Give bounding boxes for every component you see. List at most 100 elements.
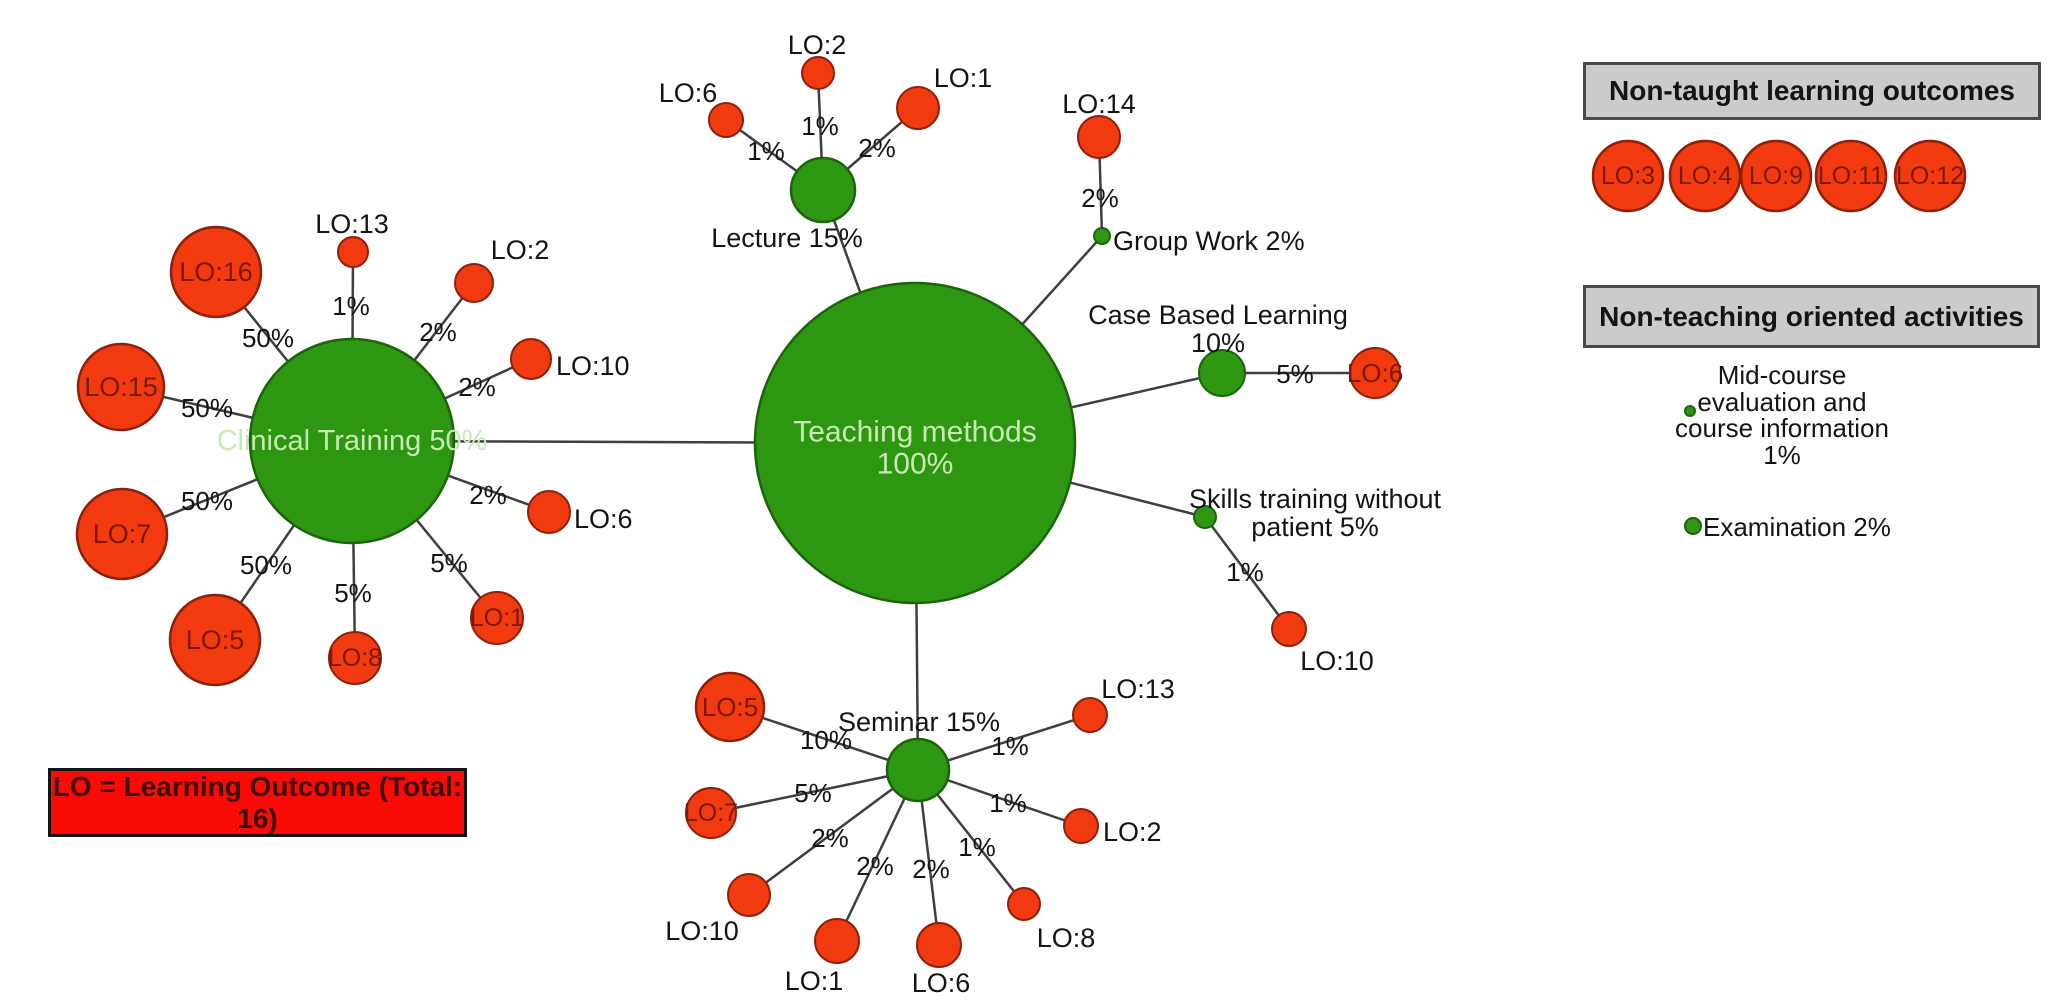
edge-label-lecture-lec-lo2: 1%	[801, 111, 839, 141]
edge-label-lecture-lec-lo1: 2%	[858, 133, 896, 163]
node-leg-lo11	[1814, 139, 1888, 213]
node-lec-lo6	[708, 102, 744, 138]
node-cl-lo2	[454, 263, 494, 303]
label-midcourse-3: 1%	[1763, 440, 1801, 470]
edge-label-groupwork-gw-lo14: 2%	[1081, 183, 1119, 213]
node-leg-lo3	[1591, 139, 1665, 213]
edge-label-clinical-cl-lo8: 5%	[334, 578, 372, 608]
node-leg-lo12	[1893, 139, 1967, 213]
label-sem-lo1-0: LO:1	[785, 966, 844, 996]
edge-label-clinical-cl-lo5: 50%	[240, 550, 292, 580]
lo-abbreviation-note: LO = Learning Outcome (Total: 16)	[48, 768, 467, 837]
edge-seminar-sem-lo7	[710, 768, 919, 815]
label-midcourse-2: course information	[1675, 413, 1889, 443]
node-cbl-lo6	[1349, 347, 1401, 399]
edge-seminar-sem-lo10	[748, 768, 919, 897]
label-teaching-1: 100%	[877, 448, 954, 481]
node-sem-lo1	[814, 918, 860, 964]
node-teaching	[753, 281, 1077, 605]
node-cl-lo1	[470, 591, 524, 645]
node-sk-lo10	[1271, 611, 1307, 647]
label-lec-lo2-0: LO:2	[788, 30, 847, 60]
edge-label-seminar-sem-lo1: 2%	[856, 851, 894, 881]
label-sem-lo10-0: LO:10	[665, 916, 739, 946]
label-cl-lo15-0: LO:15	[84, 372, 158, 402]
edge-label-clinical-cl-lo7: 50%	[181, 486, 233, 516]
edge-label-clinical-cl-lo6: 2%	[469, 480, 507, 510]
node-sem-lo13	[1072, 697, 1108, 733]
edge-label-cbl-cbl-lo6: 5%	[1276, 359, 1314, 389]
edge-label-clinical-cl-lo1: 5%	[430, 548, 468, 578]
edge-label-seminar-sem-lo6: 2%	[912, 854, 950, 884]
label-cl-lo16-0: LO:16	[179, 257, 253, 287]
node-cl-lo16	[169, 225, 263, 319]
label-sem-lo2-0: LO:2	[1103, 817, 1162, 847]
label-teaching-0: Teaching methods	[793, 416, 1037, 449]
label-leg-lo9-0: LO:9	[1749, 162, 1803, 190]
label-seminar-0: Seminar 15%	[838, 707, 1000, 737]
node-groupwork	[1093, 227, 1111, 245]
edge-skills-sk-lo10	[1204, 516, 1290, 630]
edge-label-clinical-cl-lo10: 2%	[458, 372, 496, 402]
node-cl-lo6	[527, 490, 571, 534]
edge-label-lecture-lec-lo6: 1%	[747, 136, 785, 166]
node-cl-lo10	[510, 338, 552, 380]
label-sem-lo5-0: LO:5	[702, 692, 758, 722]
label-skills-0: Skills training without	[1189, 484, 1442, 514]
label-lec-lo6-0: LO:6	[659, 78, 718, 108]
label-sk-lo10-0: LO:10	[1300, 646, 1374, 676]
label-cl-lo1-0: LO:1	[470, 604, 524, 632]
label-cl-lo5-0: LO:5	[186, 625, 245, 655]
node-clinical	[248, 337, 456, 545]
node-lecture	[789, 156, 857, 224]
node-sem-lo2	[1063, 808, 1099, 844]
edge-label-clinical-cl-lo2: 2%	[419, 317, 457, 347]
node-gw-lo14	[1077, 115, 1121, 159]
label-cl-lo13-0: LO:13	[315, 209, 389, 239]
label-cl-lo2-0: LO:2	[491, 235, 550, 265]
label-clinical-0: Clinical Training 50%	[217, 425, 488, 457]
label-lec-lo1-0: LO:1	[934, 63, 993, 93]
node-cl-lo5	[168, 593, 262, 687]
edge-label-seminar-sem-lo5: 10%	[800, 725, 852, 755]
node-lec-lo1	[896, 86, 940, 130]
edge-label-seminar-sem-lo7: 5%	[794, 778, 832, 808]
node-midcourse	[1684, 405, 1696, 417]
edge-label-skills-sk-lo10: 1%	[1226, 557, 1264, 587]
node-cl-lo8	[328, 631, 382, 685]
node-sem-lo7	[685, 787, 737, 839]
legend-header-non-teaching-activities: Non-teaching oriented activities	[1583, 285, 2040, 348]
node-cl-lo13	[337, 236, 369, 268]
label-cl-lo6-0: LO:6	[574, 504, 633, 534]
node-leg-lo9	[1739, 139, 1813, 213]
label-cl-lo10-0: LO:10	[556, 351, 630, 381]
node-exam	[1684, 517, 1702, 535]
label-cbl-1: 10%	[1191, 328, 1245, 358]
edge-label-clinical-cl-lo13: 1%	[332, 291, 370, 321]
node-cl-lo15	[76, 342, 166, 432]
node-sem-lo8	[1007, 887, 1041, 921]
label-sem-lo6-0: LO:6	[912, 968, 971, 998]
label-groupwork-0: Group Work 2%	[1113, 226, 1305, 256]
edge-label-clinical-cl-lo15: 50%	[181, 393, 233, 423]
label-skills-1: patient 5%	[1251, 512, 1379, 542]
node-lec-lo2	[801, 56, 835, 90]
node-seminar	[885, 737, 951, 803]
label-midcourse-0: Mid-course	[1718, 360, 1847, 390]
label-gw-lo14-0: LO:14	[1062, 89, 1136, 119]
node-sem-lo5	[694, 671, 766, 743]
edge-label-seminar-sem-lo13: 1%	[991, 731, 1029, 761]
edge-label-seminar-sem-lo10: 2%	[811, 823, 849, 853]
edge-label-clinical-cl-lo16: 50%	[242, 323, 294, 353]
label-leg-lo11-0: LO:11	[1818, 162, 1884, 190]
label-sem-lo7-0: LO:7	[684, 799, 738, 827]
node-skills	[1193, 505, 1217, 529]
node-cbl	[1198, 349, 1246, 397]
label-leg-lo12-0: LO:12	[1896, 162, 1964, 190]
label-sem-lo8-0: LO:8	[1037, 923, 1096, 953]
labels-layer: 1%1%2%2%5%1%10%5%2%2% 2%1%1%1%50%1%2%2%50…	[84, 30, 1964, 998]
nodes-layer	[75, 56, 1967, 968]
label-midcourse-1: evaluation and	[1697, 387, 1866, 417]
